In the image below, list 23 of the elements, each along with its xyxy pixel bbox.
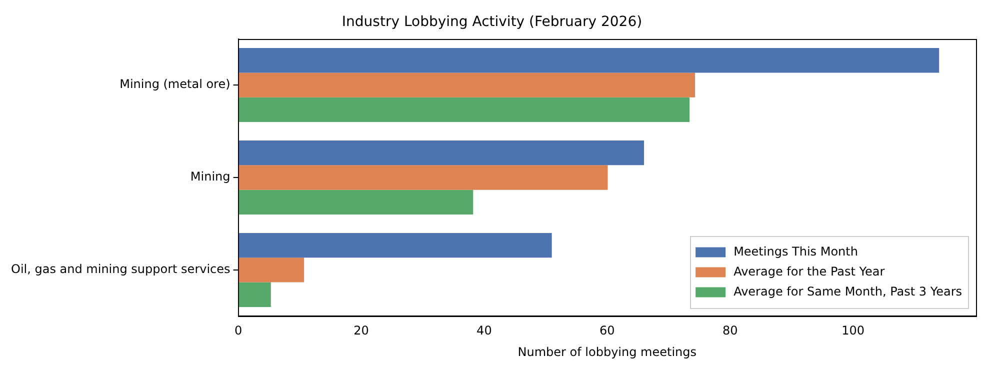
x-tick-label: 40 <box>476 324 492 338</box>
x-axis-title: Number of lobbying meetings <box>518 344 697 359</box>
legend-label: Average for Same Month, Past 3 Years <box>734 284 962 298</box>
x-tick-label: 100 <box>842 324 864 338</box>
bar <box>238 282 271 307</box>
y-tick-label: Mining (metal ore) <box>120 77 230 92</box>
x-tick-label: 80 <box>722 324 738 338</box>
legend-label: Average for the Past Year <box>734 264 885 278</box>
x-tick-label: 0 <box>234 324 242 338</box>
bar <box>238 232 552 258</box>
x-tick-label: 60 <box>600 324 615 338</box>
y-tick-label: Mining <box>190 170 230 184</box>
y-tick-label: Oil, gas and mining support services <box>10 262 230 276</box>
chart-title: Industry Lobbying Activity (February 2026) <box>342 14 642 30</box>
bar <box>238 97 690 122</box>
legend-label: Meetings This Month <box>734 244 858 258</box>
bar <box>238 165 608 190</box>
bar <box>238 48 940 73</box>
bar <box>238 140 644 166</box>
bar <box>238 72 696 98</box>
bar <box>238 258 304 282</box>
bar <box>238 190 474 214</box>
x-tick-label: 20 <box>354 324 369 338</box>
